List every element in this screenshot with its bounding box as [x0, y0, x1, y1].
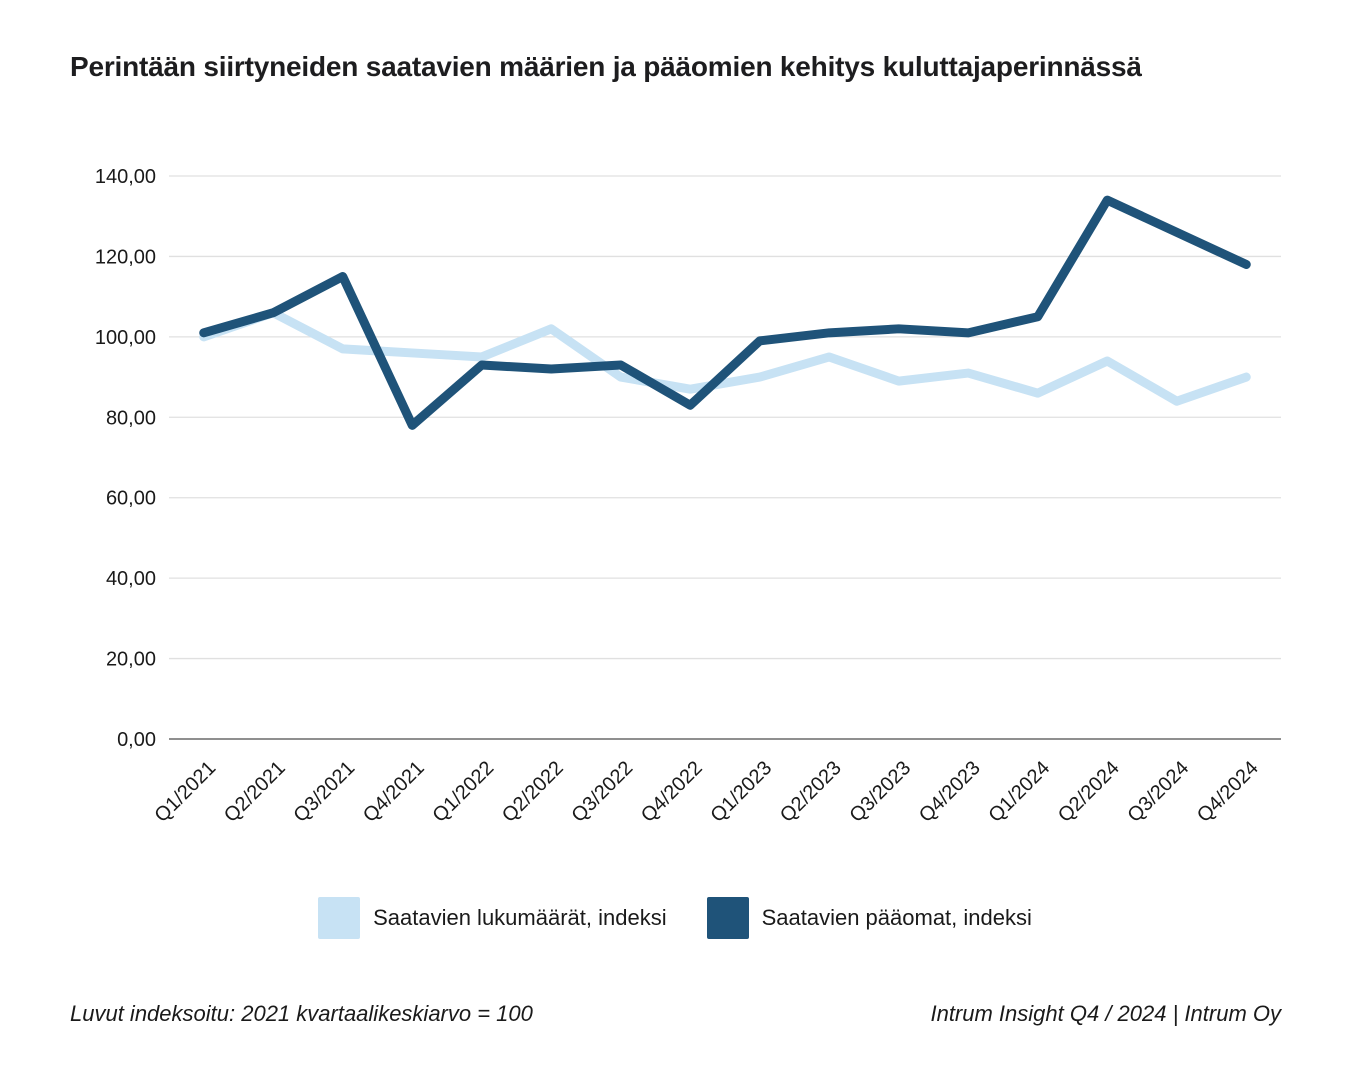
y-axis-tick-label: 60,00: [106, 488, 156, 510]
legend-label-saatavien-paaomat: Saatavien pääomat, indeksi: [761, 905, 1032, 930]
y-axis-tick-label: 0,00: [117, 729, 156, 751]
y-axis-tick-label: 20,00: [106, 649, 156, 671]
y-axis-tick-label: 100,00: [95, 327, 156, 349]
x-axis-tick-label: Q1/2023: [706, 757, 776, 827]
chart-title: Perintään siirtyneiden saatavien määrien…: [70, 51, 1142, 82]
line-chart-canvas: 0,00 20,00 40,00 60,00 80,00 100,00 120,00 140,…: [95, 166, 1281, 827]
legend-item-saatavien-paaomat: Saatavien pääomat, indeksi: [706, 897, 1032, 939]
y-axis-tick-label: 40,00: [106, 568, 156, 590]
chart-legend: Saatavien lukumäärät, indeksi Saatavien …: [0, 897, 1350, 939]
x-axis-tick-label: Q3/2023: [845, 757, 915, 827]
y-axis-tick-label: 140,00: [95, 166, 156, 188]
x-axis-tick-label: Q4/2024: [1193, 757, 1263, 827]
y-axis-tick-label: 80,00: [106, 407, 156, 429]
x-axis-tick-label: Q3/2021: [289, 757, 359, 827]
legend-swatch-dark-blue: [706, 897, 749, 939]
x-axis-tick-label: Q2/2023: [776, 757, 846, 827]
x-axis-tick-label: Q2/2022: [498, 757, 568, 827]
x-axis-tick-label: Q4/2023: [915, 757, 985, 827]
index-footnote: Luvut indeksoitu: 2021 kvartaalikeskiarv…: [70, 1001, 533, 1026]
x-axis-tick-label: Q2/2024: [1054, 757, 1124, 827]
series-line-0: [199, 308, 1251, 406]
chart-footer: Luvut indeksoitu: 2021 kvartaalikeskiarv…: [70, 1001, 1281, 1027]
x-axis-tick-label: Q2/2021: [220, 757, 290, 827]
legend-swatch-light-blue: [318, 897, 361, 939]
series-line-1: [199, 195, 1251, 430]
legend-label-saatavien-lukumaarat: Saatavien lukumäärät, indeksi: [373, 905, 667, 930]
x-axis-tick-label: Q1/2024: [984, 757, 1054, 827]
source-footnote: Intrum Insight Q4 / 2024 | Intrum Oy: [930, 1001, 1281, 1026]
x-axis-tick-label: Q3/2024: [1123, 757, 1193, 827]
x-axis-tick-label: Q3/2022: [567, 757, 637, 827]
x-axis-tick-label: Q1/2022: [428, 757, 498, 827]
x-axis-tick-label: Q4/2021: [359, 757, 429, 827]
x-axis-tick-label: Q4/2022: [637, 757, 707, 827]
x-axis-tick-label: Q1/2021: [150, 757, 220, 827]
legend-item-saatavien-lukumaarat: Saatavien lukumäärät, indeksi: [318, 897, 667, 939]
y-axis-tick-label: 120,00: [95, 246, 156, 268]
